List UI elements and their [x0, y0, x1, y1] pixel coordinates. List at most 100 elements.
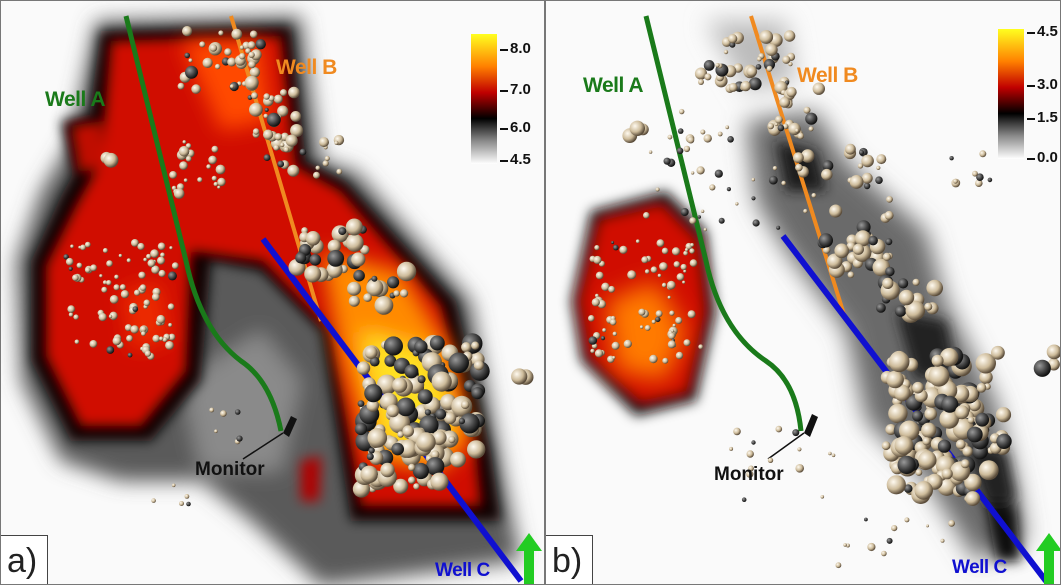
- event-sphere: [922, 437, 931, 446]
- event-sphere: [978, 460, 999, 481]
- colorbar-a: [471, 34, 497, 164]
- event-sphere: [595, 271, 604, 280]
- event-sphere: [786, 86, 797, 98]
- event-sphere: [940, 538, 945, 543]
- monitor-label: Monitor: [195, 459, 265, 480]
- event-sphere: [353, 269, 365, 282]
- event-sphere: [273, 144, 280, 151]
- event-sphere: [669, 310, 675, 316]
- event-sphere: [667, 134, 673, 140]
- event-sphere: [914, 481, 933, 500]
- event-sphere: [612, 331, 617, 336]
- event-sphere: [601, 282, 610, 291]
- event-sphere: [160, 252, 165, 258]
- event-sphere: [173, 188, 185, 199]
- event-sphere: [867, 542, 876, 552]
- event-sphere: [680, 208, 689, 216]
- event-sphere: [843, 543, 847, 547]
- event-sphere: [309, 253, 322, 266]
- monitor-marker: [804, 414, 818, 437]
- event-sphere: [729, 446, 734, 451]
- event-sphere: [229, 81, 239, 92]
- event-sphere: [334, 140, 339, 145]
- event-sphere: [236, 435, 243, 442]
- event-sphere: [248, 60, 256, 69]
- event-sphere: [894, 436, 914, 455]
- event-sphere: [811, 193, 817, 198]
- well-b-label: Well B: [276, 56, 337, 80]
- event-sphere: [709, 184, 716, 191]
- event-sphere: [324, 156, 330, 161]
- event-sphere: [99, 274, 103, 278]
- event-sphere: [795, 464, 804, 473]
- event-sphere: [650, 266, 658, 274]
- event-sphere: [220, 410, 227, 417]
- event-sphere: [426, 457, 445, 476]
- event-sphere: [206, 164, 211, 169]
- event-sphere: [921, 422, 937, 438]
- well-b-text: Well B: [797, 64, 858, 87]
- colorbar-b-tick: 3.0: [1027, 76, 1058, 93]
- event-sphere: [274, 133, 282, 141]
- event-sphere: [608, 285, 615, 293]
- heatmap-b: [571, 15, 1060, 583]
- panel-letter-a: a): [1, 535, 49, 584]
- north-arrow-icon: [1036, 533, 1060, 584]
- event-sphere: [178, 146, 190, 157]
- event-sphere: [263, 113, 269, 119]
- event-sphere: [214, 63, 221, 70]
- event-sphere: [611, 341, 620, 350]
- event-sphere: [183, 178, 188, 183]
- event-sphere: [675, 317, 683, 324]
- event-sphere: [360, 465, 379, 484]
- event-sphere: [689, 259, 698, 267]
- event-sphere: [168, 323, 173, 327]
- event-sphere: [397, 431, 404, 438]
- event-sphere: [794, 128, 799, 133]
- events-a: [63, 26, 534, 507]
- event-sphere: [380, 462, 395, 478]
- event-sphere: [169, 171, 178, 179]
- event-sphere: [126, 258, 131, 263]
- event-sphere: [184, 52, 190, 59]
- event-sphere: [676, 273, 685, 281]
- event-sphere: [106, 260, 113, 267]
- event-sphere: [835, 562, 842, 569]
- event-sphere: [941, 395, 959, 413]
- event-sphere: [215, 164, 226, 175]
- event-sphere: [651, 319, 656, 324]
- event-sphere: [700, 129, 706, 135]
- event-sphere: [886, 537, 893, 544]
- event-sphere: [208, 155, 217, 165]
- event-sphere: [138, 271, 146, 279]
- event-sphere: [218, 30, 224, 36]
- event-sphere: [649, 354, 658, 364]
- event-sphere: [972, 170, 978, 177]
- event-sphere: [106, 280, 112, 286]
- event-sphere: [290, 111, 302, 122]
- event-sphere: [430, 472, 449, 491]
- event-sphere: [775, 115, 783, 124]
- event-sphere: [612, 356, 616, 360]
- event-sphere: [600, 336, 606, 341]
- event-sphere: [127, 352, 133, 358]
- event-sphere: [635, 239, 640, 244]
- event-sphere: [167, 303, 175, 311]
- event-sphere: [792, 429, 800, 437]
- event-sphere: [861, 154, 874, 168]
- event-sphere: [458, 418, 465, 425]
- event-sphere: [214, 429, 218, 434]
- event-sphere: [949, 156, 954, 161]
- event-sphere: [886, 475, 906, 495]
- event-sphere: [864, 517, 868, 522]
- event-sphere: [124, 324, 132, 332]
- well-c-text: Well C: [435, 560, 490, 581]
- event-sphere: [667, 340, 676, 349]
- event-sphere: [898, 289, 915, 306]
- event-sphere: [67, 305, 75, 313]
- event-sphere: [146, 253, 152, 259]
- event-sphere: [179, 161, 188, 170]
- event-sphere: [897, 455, 916, 475]
- event-sphere: [249, 30, 258, 39]
- event-sphere: [975, 412, 990, 427]
